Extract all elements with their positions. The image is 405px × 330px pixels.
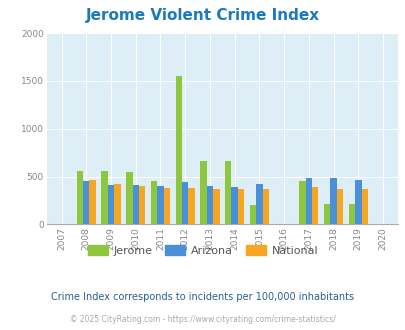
Bar [224,161,231,224]
Bar [249,205,256,224]
Bar [305,179,311,224]
Bar [237,189,244,224]
Text: © 2025 CityRating.com - https://www.cityrating.com/crime-statistics/: © 2025 CityRating.com - https://www.city… [70,315,335,324]
Bar [101,171,107,224]
Text: Jerome Violent Crime Index: Jerome Violent Crime Index [86,8,319,23]
Bar [132,185,139,224]
Bar [126,172,132,224]
Bar [139,186,145,224]
Bar [150,182,157,224]
Bar [330,178,336,224]
Bar [298,182,305,224]
Bar [83,181,89,224]
Bar [336,188,342,224]
Bar [311,186,318,224]
Legend: Jerome, Arizona, National: Jerome, Arizona, National [83,241,322,260]
Bar [188,187,194,224]
Bar [114,184,120,224]
Bar [175,76,181,224]
Text: Crime Index corresponds to incidents per 100,000 inhabitants: Crime Index corresponds to incidents per… [51,292,354,302]
Bar [157,186,163,224]
Bar [354,181,360,224]
Bar [163,187,170,224]
Bar [323,204,330,224]
Bar [348,204,354,224]
Bar [206,186,213,224]
Bar [231,186,237,224]
Bar [89,181,96,224]
Bar [262,188,269,224]
Bar [360,189,367,224]
Bar [181,182,188,224]
Bar [213,189,219,224]
Bar [77,171,83,224]
Bar [256,184,262,224]
Bar [107,185,114,224]
Bar [200,161,206,224]
